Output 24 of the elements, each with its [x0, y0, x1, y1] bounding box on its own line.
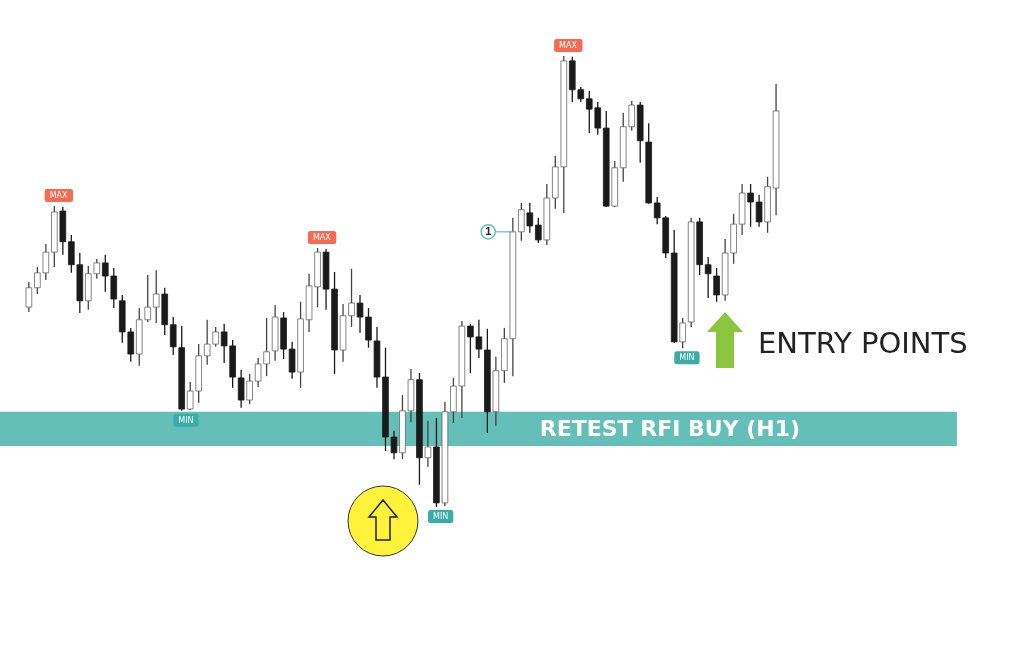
- annotation: MIN: [433, 511, 449, 521]
- annotation: MIN: [178, 415, 194, 425]
- annotation: MAX: [559, 40, 578, 50]
- candlestick: [713, 267, 720, 303]
- annotation: MIN: [679, 353, 695, 363]
- candlestick: [25, 281, 33, 313]
- candlestick: [169, 316, 177, 356]
- annotation: 1: [485, 224, 492, 237]
- candlestick: [704, 256, 712, 299]
- candlestick: [526, 202, 534, 234]
- candlestick: [679, 317, 686, 349]
- candlestick: [246, 373, 253, 405]
- band-label: RETEST RFI BUY (H1): [539, 415, 801, 441]
- candlestick: [747, 183, 754, 228]
- annotation: MAX: [49, 191, 69, 201]
- candlestick: [152, 269, 160, 324]
- candlestick: [535, 217, 542, 244]
- candlestick: [755, 194, 763, 228]
- annotation: ENTRY POINTS: [758, 326, 968, 360]
- annotation: MAX: [312, 233, 332, 243]
- candlestick: [424, 420, 432, 468]
- candlestick: [288, 341, 296, 380]
- candlestick: [237, 369, 245, 409]
- candlestick: [518, 202, 525, 242]
